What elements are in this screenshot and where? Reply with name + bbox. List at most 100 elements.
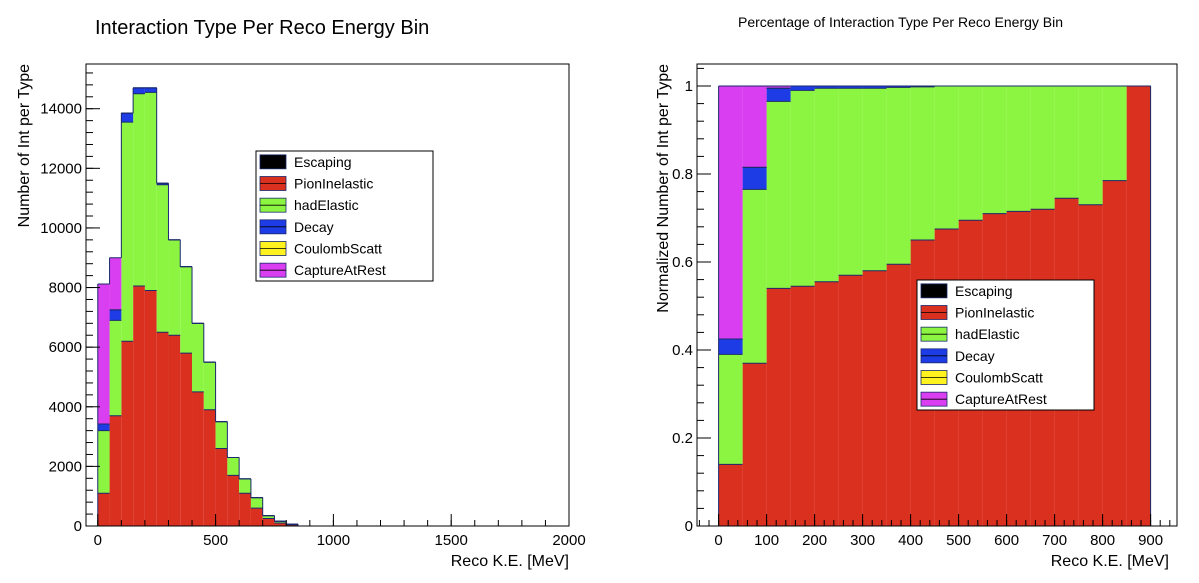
- left-bar-hadelastic-bin-9: [203, 362, 216, 410]
- left-bar-pioninelastic-bin-11: [227, 475, 240, 526]
- left-bar-hadelastic-bin-10: [215, 421, 228, 449]
- left-ytick-label-5: 10000: [40, 220, 82, 237]
- right-bar-pioninelastic-bin-3: [790, 286, 815, 526]
- right-ytick-label-1: 0.2: [672, 430, 693, 447]
- right-outline-pioninelastic: [718, 85, 1151, 465]
- left-outline-pioninelastic: [97, 285, 299, 526]
- left-legend-label-escaping: Escaping: [294, 154, 352, 170]
- left-bar-hadelastic-bin-1: [109, 320, 122, 416]
- right-xtick-label-4: 400: [898, 532, 923, 549]
- right-xtick-label-8: 800: [1090, 532, 1115, 549]
- left-bar-decay-bin-3: [133, 87, 145, 94]
- right-bar-pioninelastic-bin-6: [862, 270, 887, 526]
- left-bar-hadelastic-bin-3: [133, 93, 145, 287]
- left-bar-hadelastic-bin-8: [192, 323, 204, 392]
- right-bar-hadelastic-bin-1: [742, 189, 767, 364]
- right-bar-decay-bin-1: [742, 167, 767, 190]
- right-bar-decay-bin-4: [814, 86, 839, 89]
- right-bar-decay-bin-2: [766, 88, 791, 102]
- left-legend-label-coulombscatt: CoulombScatt: [294, 241, 382, 257]
- right-bar-hadelastic-bin-2: [766, 101, 791, 289]
- right-bar-hadelastic-bin-9: [934, 86, 959, 229]
- left-bar-hadelastic-bin-13: [250, 497, 263, 509]
- left-bar-decay-bin-5: [156, 183, 169, 185]
- left-bar-pioninelastic-bin-4: [144, 290, 157, 526]
- left-bar-pioninelastic-bin-8: [192, 391, 204, 526]
- right-xtick-label-9: 900: [1138, 532, 1163, 549]
- left-chart-legend: Escaping PionInelastic hadElastic Decay Coul…: [255, 150, 434, 282]
- right-legend-label-decay: Decay: [955, 348, 995, 364]
- right-bar-captureatrest-bin-2: [766, 86, 791, 89]
- left-chart-ylabel: Number of Int per Type: [16, 64, 33, 227]
- left-bar-hadelastic-bin-12: [239, 478, 251, 494]
- right-bar-pioninelastic-bin-7: [886, 264, 911, 526]
- right-xtick-label-3: 300: [850, 532, 875, 549]
- left-ytick-label-1: 2000: [49, 458, 82, 475]
- right-bar-pioninelastic-bin-16: [1102, 180, 1127, 526]
- right-ytick-label-5: 1: [685, 78, 693, 95]
- left-bar-pioninelastic-bin-13: [250, 508, 263, 526]
- right-legend-label-escaping: Escaping: [955, 283, 1013, 299]
- left-bar-pioninelastic-bin-9: [203, 409, 216, 526]
- left-legend-label-hadelastic: hadElastic: [294, 197, 359, 213]
- right-bar-hadelastic-bin-3: [790, 90, 815, 287]
- left-chart-bars: [97, 87, 299, 526]
- left-bar-hadelastic-bin-0: [97, 430, 110, 494]
- right-legend-label-coulombscatt: CoulombScatt: [955, 370, 1043, 386]
- left-bar-hadelastic-bin-2: [121, 122, 134, 342]
- left-bar-pioninelastic-bin-1: [109, 415, 122, 526]
- right-xtick-label-1: 100: [754, 532, 779, 549]
- right-ytick-label-4: 0.8: [672, 166, 693, 183]
- left-ytick-label-0: 0: [74, 518, 82, 535]
- right-bar-decay-bin-0: [718, 339, 743, 355]
- left-bar-captureatrest-bin-0: [97, 283, 110, 425]
- left-bar-hadelastic-bin-11: [227, 457, 240, 476]
- left-ytick-label-2: 4000: [49, 399, 82, 416]
- right-bar-hadelastic-bin-0: [718, 354, 743, 465]
- right-bar-pioninelastic-bin-17: [1126, 86, 1151, 526]
- right-chart-ylabel: Normalized Number of Int per Type: [655, 64, 672, 313]
- left-bar-pioninelastic-bin-10: [215, 448, 228, 526]
- right-bar-hadelastic-bin-7: [886, 87, 911, 265]
- left-bar-pioninelastic-bin-15: [274, 523, 287, 526]
- left-bar-pioninelastic-bin-3: [133, 286, 145, 526]
- left-legend-label-captureatrest: CaptureAtRest: [294, 262, 386, 278]
- right-bar-decay-bin-6: [862, 86, 887, 89]
- left-bar-hadelastic-bin-4: [144, 92, 157, 291]
- right-bar-hadelastic-bin-5: [838, 88, 863, 276]
- left-bar-pioninelastic-bin-16: [286, 524, 299, 526]
- left-chart-legend-box: [255, 150, 434, 282]
- left-bar-decay-bin-4: [144, 87, 157, 93]
- right-bar-hadelastic-bin-10: [958, 86, 983, 221]
- right-bar-pioninelastic-bin-4: [814, 281, 839, 526]
- right-legend-label-hadelastic: hadElastic: [955, 326, 1020, 342]
- right-bar-decay-bin-3: [790, 86, 815, 91]
- left-bar-decay-bin-2: [121, 113, 134, 123]
- right-xtick-label-0: 0: [714, 532, 722, 549]
- right-bar-pioninelastic-bin-0: [718, 464, 743, 526]
- left-bar-pioninelastic-bin-7: [180, 353, 193, 526]
- left-chart: Interaction Type Per Reco Energy Bin 0 50…: [16, 17, 586, 570]
- right-bar-hadelastic-bin-8: [910, 86, 935, 240]
- right-bar-hadelastic-bin-12: [1006, 86, 1031, 212]
- left-legend-label-decay: Decay: [294, 219, 334, 235]
- left-ytick-label-4: 8000: [49, 280, 82, 297]
- right-xtick-label-5: 500: [946, 532, 971, 549]
- right-ytick-label-3: 0.6: [672, 254, 693, 271]
- left-outline-captureatrest: [97, 87, 299, 525]
- right-chart-legend-box: [916, 279, 1095, 411]
- right-bar-decay-bin-7: [886, 86, 911, 88]
- right-legend-label-captureatrest: CaptureAtRest: [955, 391, 1047, 407]
- left-bar-captureatrest-bin-1: [109, 257, 122, 310]
- left-ytick-label-7: 14000: [40, 101, 82, 118]
- right-xtick-label-6: 600: [994, 532, 1019, 549]
- right-chart-ticks: 0 100 200 300 400 500 600 700 800 900 0 0.2 0.4 0.6 0.…: [672, 67, 1171, 549]
- right-chart-bars: [718, 85, 1152, 527]
- left-xtick-label-2: 1000: [317, 532, 350, 549]
- right-ytick-label-0: 0: [685, 518, 693, 535]
- left-chart-ticks: 0 500 1000 1500 2000 0 2000 4000 6000 8000 10000 12…: [40, 72, 586, 549]
- right-bar-hadelastic-bin-15: [1078, 86, 1103, 205]
- right-xtick-label-7: 700: [1042, 532, 1067, 549]
- left-bar-decay-bin-0: [97, 424, 110, 431]
- right-bar-captureatrest-bin-0: [718, 86, 743, 339]
